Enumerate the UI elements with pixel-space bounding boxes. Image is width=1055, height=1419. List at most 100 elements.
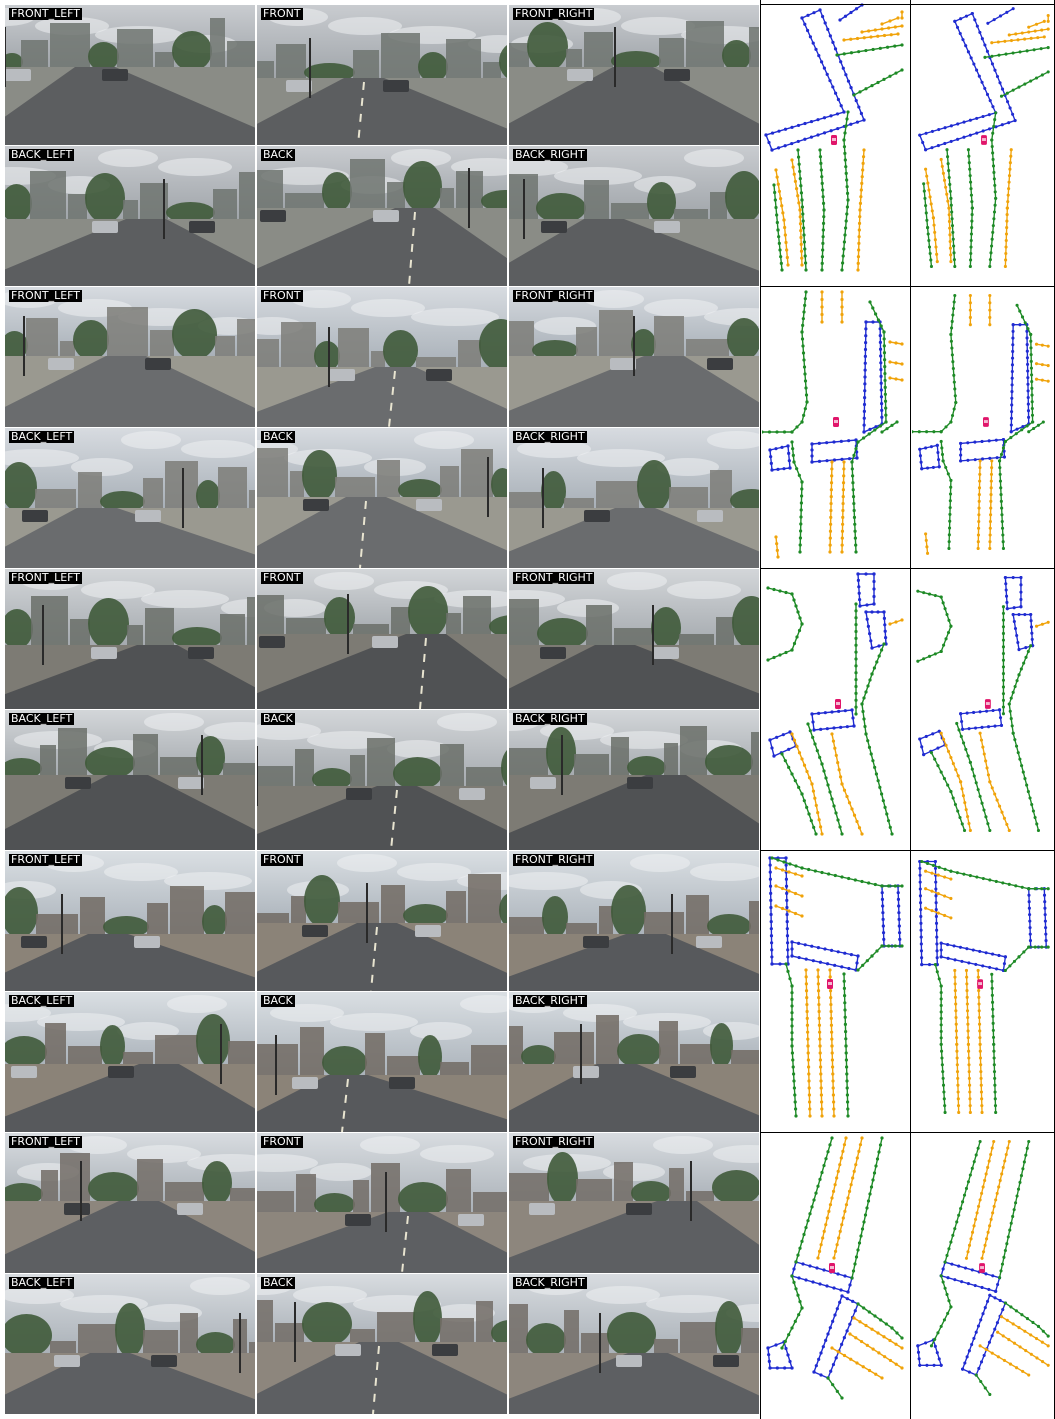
camera-view-front: FRONT [257, 569, 507, 709]
camera-view-back-left: BACK_LEFT [5, 1274, 255, 1414]
lane-divider [774, 904, 804, 918]
road-boundary [988, 111, 998, 269]
ped-crossing [838, 3, 864, 22]
camera-label: BACK_RIGHT [513, 148, 587, 161]
ego-vehicle-icon [835, 699, 841, 709]
ped-crossing [918, 443, 941, 471]
ped-crossing [812, 1294, 860, 1380]
road-boundary [974, 1373, 992, 1397]
lane-divider [820, 290, 824, 324]
road-boundary [922, 182, 934, 269]
lane-divider [856, 148, 866, 272]
camera-label: BACK_RIGHT [513, 994, 587, 1007]
ped-crossing [766, 1340, 794, 1370]
lane-divider [852, 1316, 904, 1350]
camera-label: BACK [261, 712, 295, 725]
ped-crossing [1027, 887, 1048, 949]
camera-view-back: BACK [257, 428, 507, 568]
camera-view-front-left: FRONT_LEFT [5, 287, 255, 427]
camera-view-front-right: FRONT_RIGHT [509, 5, 759, 145]
lane-divider [964, 1139, 996, 1260]
lane-divider [790, 158, 804, 267]
camera-view-back-right: BACK_RIGHT [509, 992, 759, 1132]
lane-divider [832, 1136, 864, 1260]
road-boundary [770, 856, 904, 888]
camera-label: FRONT_LEFT [9, 853, 83, 866]
camera-view-back: BACK [257, 146, 507, 286]
camera-view-back-left: BACK_LEFT [5, 146, 255, 286]
road-boundary [920, 859, 1050, 891]
lane-divider [999, 1315, 1050, 1348]
road-boundary [1003, 945, 1050, 973]
lane-divider [840, 290, 844, 324]
camera-view-front-left: FRONT_LEFT [5, 5, 255, 145]
road-boundary [762, 290, 809, 434]
road-boundary [856, 1302, 904, 1340]
camera-label: BACK_RIGHT [513, 1276, 587, 1289]
sample-divider [760, 286, 1055, 287]
lane-divider [888, 340, 904, 346]
ped-crossing [810, 708, 856, 732]
road-boundary [854, 602, 858, 716]
ped-crossing [790, 1260, 854, 1294]
lane-divider [840, 460, 846, 554]
road-boundary [912, 293, 958, 434]
lane-divider [888, 376, 904, 382]
sample-divider [760, 4, 1055, 5]
ped-crossing [959, 437, 1006, 463]
camera-view-back-right: BACK_RIGHT [509, 146, 759, 286]
road-boundary [939, 439, 953, 551]
camera-view-front-right: FRONT_RIGHT [509, 1133, 759, 1273]
sample-divider [760, 568, 1055, 569]
camera-label: FRONT [261, 7, 303, 20]
camera-view-front-right: FRONT_RIGHT [509, 287, 759, 427]
sample-2: FRONT_LEFT FRONT FRONT_RIGHT BACK_LEFT BACK B… [0, 282, 1055, 569]
road-boundary [780, 752, 818, 836]
road-boundary [1007, 644, 1041, 833]
ego-vehicle-icon [831, 135, 837, 145]
lane-divider [790, 732, 824, 836]
road-boundary [933, 963, 947, 1115]
panel-divider [760, 0, 761, 1419]
lane-divider [1027, 19, 1046, 29]
lane-divider [924, 906, 953, 920]
ped-crossing [939, 1260, 1002, 1293]
road-boundary [1003, 1301, 1050, 1338]
lane-divider [996, 1330, 1050, 1367]
map-prediction-panel [762, 846, 909, 1127]
camera-view-front-right: FRONT_RIGHT [509, 569, 759, 709]
camera-label: BACK_LEFT [9, 712, 75, 725]
camera-view-back: BACK [257, 710, 507, 850]
lane-divider [774, 866, 804, 878]
lane-divider [774, 535, 780, 559]
lane-divider [988, 293, 992, 327]
road-boundary [860, 642, 894, 836]
camera-label: FRONT_RIGHT [513, 853, 595, 866]
lane-divider [830, 732, 864, 836]
lane-divider [976, 968, 984, 1115]
map-ground-truth-panel [912, 282, 1055, 563]
ped-crossing [764, 8, 866, 152]
lane-divider [990, 35, 1046, 45]
lane-divider [924, 532, 930, 555]
road-boundary [850, 300, 888, 554]
camera-label: FRONT_RIGHT [513, 7, 595, 20]
road-boundary [806, 722, 844, 836]
ego-vehicle-icon [829, 1263, 835, 1273]
ped-crossing [862, 320, 884, 434]
lane-divider [978, 731, 1011, 833]
map-prediction-panel [762, 282, 909, 563]
lane-divider [842, 32, 900, 42]
ped-crossing [939, 941, 1007, 973]
road-boundary [796, 148, 808, 272]
lane-divider [939, 731, 972, 833]
road-boundary [997, 1139, 1031, 1280]
camera-view-back-right: BACK_RIGHT [509, 428, 759, 568]
lane-divider [880, 16, 900, 26]
road-boundary [840, 110, 850, 272]
camera-label: BACK_RIGHT [513, 430, 587, 443]
lane-divider [774, 168, 790, 267]
road-boundary [842, 972, 850, 1118]
road-boundary [929, 751, 967, 833]
camera-label: BACK_RIGHT [513, 712, 587, 725]
